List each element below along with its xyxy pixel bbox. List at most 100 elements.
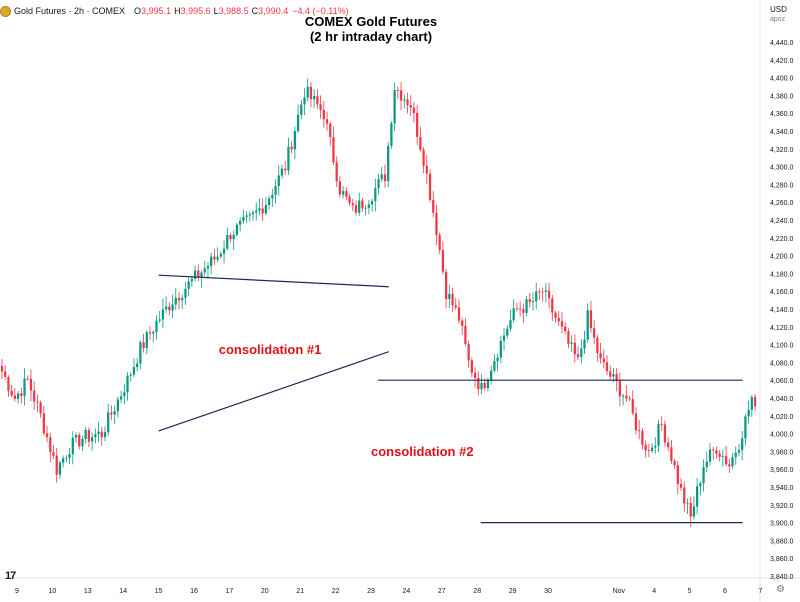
candle-body <box>338 181 342 195</box>
candle-body <box>39 402 42 414</box>
candle-body <box>113 411 116 415</box>
candle-body <box>290 146 293 150</box>
annotation-consolidation-1: consolidation #1 <box>218 342 322 358</box>
candle-body <box>393 90 396 124</box>
candle-body <box>190 278 193 282</box>
candle-body <box>303 97 306 105</box>
candle-body <box>97 431 100 435</box>
y-tick-label: 4,040.0 <box>770 396 793 403</box>
candle-body <box>322 109 325 120</box>
candle-body <box>644 444 647 451</box>
candle-body <box>42 413 45 434</box>
candle-body <box>647 450 650 452</box>
candle-body <box>100 431 103 438</box>
x-tick-label: 15 <box>155 588 163 595</box>
y-tick-label: 4,060.0 <box>770 378 793 385</box>
tradingview-logo-icon[interactable]: 17 <box>5 570 16 582</box>
candle-body <box>560 321 564 327</box>
candle-body <box>428 173 432 200</box>
candle-body <box>242 216 245 221</box>
candle-body <box>387 145 390 182</box>
candle-body <box>284 168 287 171</box>
candle-body <box>538 291 541 293</box>
x-tick-label: 22 <box>332 588 340 595</box>
candle-body <box>239 220 242 225</box>
candle-body <box>419 136 422 150</box>
candle-body <box>342 191 345 195</box>
candle-body <box>161 309 165 320</box>
candle-body <box>638 430 641 432</box>
x-tick-label: 4 <box>652 588 656 595</box>
candle-body <box>654 445 657 448</box>
candle-body <box>483 382 486 388</box>
candle-body <box>309 86 313 100</box>
candle-body <box>676 465 679 484</box>
candle-body <box>235 224 239 235</box>
open-value: 3,995.1 <box>141 6 172 16</box>
symbol-name: Gold Futures · 2h · COMEX <box>14 6 126 16</box>
candle-body <box>20 393 23 396</box>
candle-body <box>705 461 708 468</box>
candle-body <box>631 399 634 414</box>
currency-label[interactable]: USD <box>770 5 787 14</box>
candle-body <box>576 354 580 358</box>
candle-body <box>287 146 290 171</box>
candle-body <box>618 381 622 397</box>
candle-body <box>171 304 174 311</box>
candle-body <box>589 310 593 329</box>
x-tick-label: 14 <box>119 588 127 595</box>
y-tick-label: 4,140.0 <box>770 307 793 314</box>
candle-body <box>573 342 576 355</box>
candle-body <box>454 305 457 308</box>
symbol-legend[interactable]: Gold Futures · 2h · COMEX O 3,995.1 H 3,99… <box>0 3 349 19</box>
candle-body <box>612 374 615 377</box>
candle-body <box>206 266 210 269</box>
high-label: H <box>174 6 181 16</box>
candle-body <box>177 297 181 301</box>
low-label: L <box>213 6 219 16</box>
candle-body <box>721 456 724 457</box>
candle-body <box>181 297 184 301</box>
candle-body <box>55 455 58 475</box>
candle-body <box>152 331 155 334</box>
y-tick-label: 4,180.0 <box>770 271 793 278</box>
candle-body <box>90 437 94 442</box>
candle-body <box>361 200 364 209</box>
candle-body <box>593 328 596 338</box>
candle-body <box>380 174 383 180</box>
candle-body <box>232 234 235 240</box>
candle-body <box>354 205 358 213</box>
candle-body <box>383 174 387 182</box>
candle-body <box>306 86 309 98</box>
candle-body <box>158 319 161 321</box>
time-axis: 9 10 13 14 15 16 17 20 21 22 23 24 27 28 29 30 Nov 4 5 6 7 <box>15 588 762 595</box>
y-tick-label: 3,960.0 <box>770 467 793 474</box>
candle-body <box>65 457 68 459</box>
candle-body <box>219 253 222 257</box>
gear-icon[interactable]: ⚙ <box>776 584 785 595</box>
high-value: 3,995.6 <box>180 6 211 16</box>
candle-body <box>300 104 303 115</box>
candle-body <box>396 90 399 91</box>
candle-body <box>490 370 493 381</box>
candle-body <box>148 332 152 334</box>
candle-body <box>267 198 271 206</box>
candle-body <box>457 307 461 321</box>
candle-body <box>625 395 628 399</box>
candle-body <box>477 378 480 390</box>
candle-body <box>551 298 554 313</box>
candle-body <box>570 342 573 344</box>
candle-body <box>689 502 692 517</box>
candle-body <box>370 200 374 205</box>
x-tick-label: 5 <box>688 588 692 595</box>
candle-body <box>737 450 741 453</box>
candle-body <box>541 291 544 293</box>
candle-body <box>187 281 190 289</box>
y-tick-label: 4,020.0 <box>770 414 793 421</box>
candle-body <box>461 320 464 326</box>
candle-body <box>686 502 689 504</box>
annotation-consolidation-2: consolidation #2 <box>371 444 474 460</box>
gold-coin-icon <box>0 5 11 17</box>
candle-body <box>255 210 258 213</box>
